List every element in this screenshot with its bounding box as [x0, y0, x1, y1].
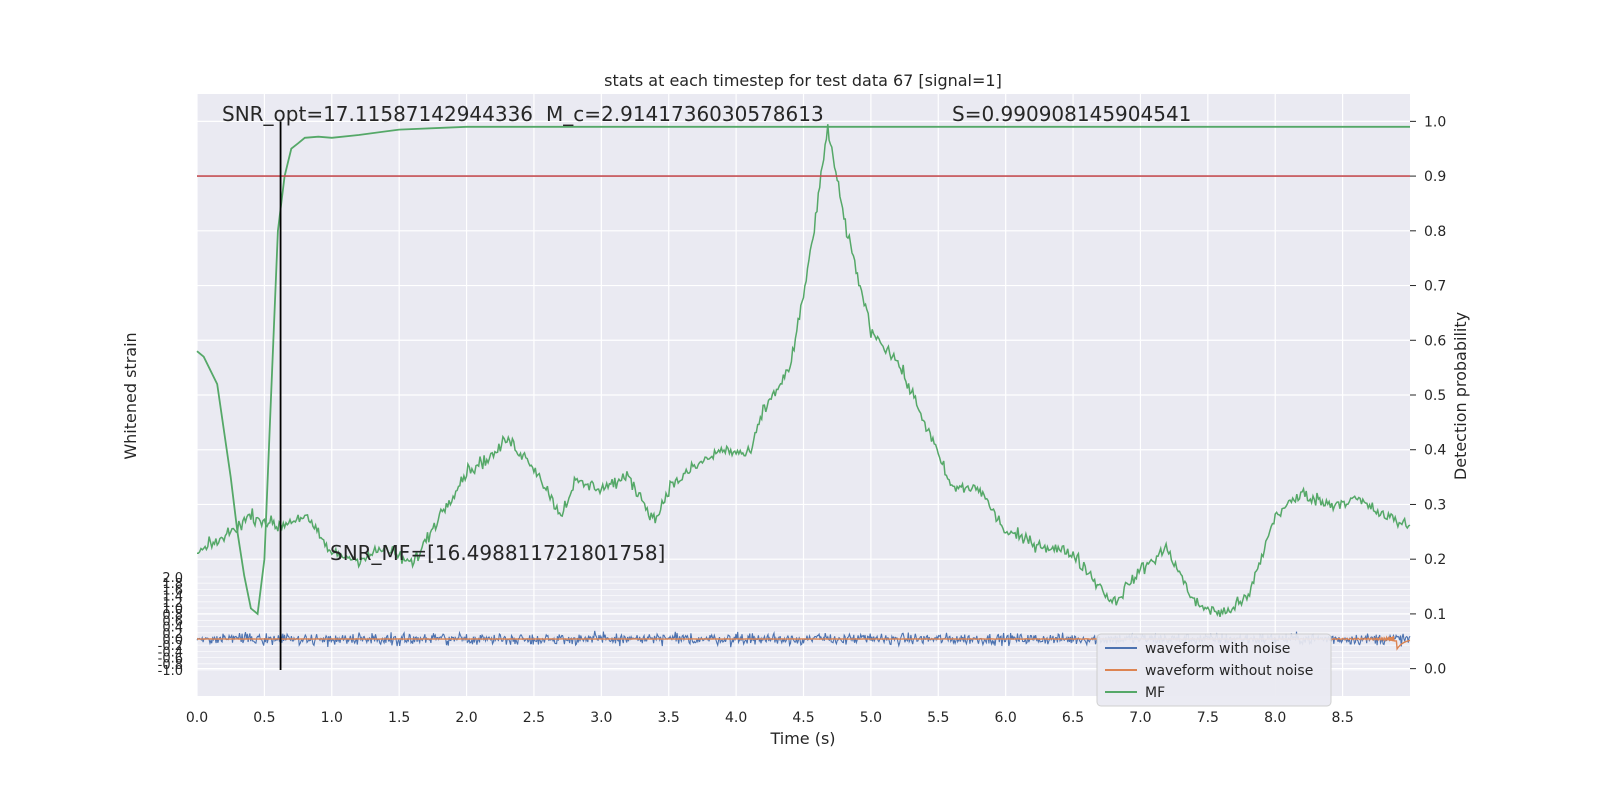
legend-label-mf: MF	[1145, 685, 1165, 701]
right-tick-label: 0.9	[1424, 169, 1446, 185]
x-tick-label: 1.5	[388, 710, 410, 726]
left-tick-label: -0.6	[158, 652, 183, 667]
right-tick-label: 0.1	[1424, 607, 1446, 623]
right-axis-label: Detection probability	[1451, 312, 1470, 480]
left-tick-label: 0.8	[162, 608, 183, 623]
legend-label-clean: waveform without noise	[1145, 663, 1313, 679]
right-tick-label: 0.7	[1424, 279, 1446, 295]
left-tick-label: 2.0	[162, 571, 183, 586]
x-tick-label: 1.0	[321, 710, 343, 726]
left-tick-label: 1.0	[162, 602, 183, 617]
x-tick-label: 7.5	[1197, 710, 1219, 726]
right-axis-ticks: 0.0 0.1 0.2 0.3 0.4 0.5 0.6 0.7 0.8 0.9 1.0	[1410, 114, 1446, 678]
x-tick-label: 2.5	[523, 710, 545, 726]
x-tick-label: 6.0	[995, 710, 1017, 726]
left-tick-label: 0.2	[162, 627, 183, 642]
x-axis-ticks: 0.0 0.5 1.0 1.5 2.0 2.5 3.0 3.5 4.0 4.5 5.0 5.5 6.0 6…	[186, 710, 1354, 726]
left-tick-label: -0.2	[158, 639, 183, 654]
x-tick-label: 8.5	[1331, 710, 1353, 726]
x-tick-label: 8.0	[1264, 710, 1286, 726]
x-tick-label: 0.0	[186, 710, 208, 726]
x-tick-label: 4.5	[792, 710, 814, 726]
legend-label-noise: waveform with noise	[1145, 641, 1290, 657]
right-tick-label: 1.0	[1424, 114, 1446, 130]
x-tick-label: 4.0	[725, 710, 747, 726]
series-mf	[197, 124, 1411, 618]
right-tick-label: 0.8	[1424, 224, 1446, 240]
mf-line	[197, 124, 1411, 618]
left-tick-label: 0.6	[162, 614, 183, 629]
x-tick-label: 3.5	[658, 710, 680, 726]
x-axis-label: Time (s)	[769, 729, 835, 748]
right-tick-label: 0.5	[1424, 388, 1446, 404]
x-tick-label: 6.5	[1062, 710, 1084, 726]
annotation-snr-mf: SNR_MF=[16.498811721801758]	[330, 541, 665, 565]
left-tick-label: 0.4	[162, 621, 183, 636]
x-tick-label: 5.5	[927, 710, 949, 726]
right-tick-label: 0.2	[1424, 552, 1446, 568]
left-axis-label: Whitened strain	[121, 332, 140, 459]
right-tick-label: 0.0	[1424, 662, 1446, 678]
legend: waveform with noise waveform without noi…	[1096, 633, 1332, 707]
left-tick-label: 0.0	[162, 633, 183, 648]
x-tick-label: 3.0	[590, 710, 612, 726]
series-opt	[196, 125, 1410, 616]
right-tick-label: 0.6	[1424, 333, 1446, 349]
x-tick-label: 7.0	[1129, 710, 1151, 726]
annotation-s: S=0.990908145904541	[952, 102, 1191, 126]
legend-box	[1096, 633, 1332, 707]
annotation-snr-opt: SNR_opt=17.11587142944336	[222, 102, 533, 126]
left-tick-label: 1.4	[162, 590, 183, 605]
chart-title: stats at each timestep for test data 67 …	[604, 71, 1002, 90]
annotation-mc: M_c=2.9141736030578613	[546, 102, 824, 126]
left-tick-label: -0.8	[158, 658, 183, 673]
x-tick-label: 2.0	[455, 710, 477, 726]
right-tick-label: 0.3	[1424, 497, 1446, 513]
left-tick-label: -1.0	[158, 664, 183, 679]
x-tick-label: 0.5	[253, 710, 275, 726]
left-tick-label: 1.8	[162, 577, 183, 592]
left-tick-label: 1.6	[162, 583, 183, 598]
x-tick-label: 5.0	[860, 710, 882, 726]
right-tick-label: 0.4	[1424, 443, 1446, 459]
left-tick-label: -0.4	[158, 645, 183, 660]
left-tick-label: 1.2	[162, 596, 183, 611]
opt-line	[196, 125, 1410, 616]
